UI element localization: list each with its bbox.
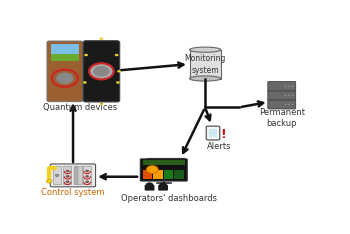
Circle shape (66, 180, 70, 183)
Text: Quantum devices: Quantum devices (43, 103, 118, 112)
Circle shape (116, 81, 120, 84)
Circle shape (285, 95, 286, 96)
FancyBboxPatch shape (268, 99, 296, 109)
Circle shape (146, 166, 158, 173)
Circle shape (85, 170, 89, 172)
FancyBboxPatch shape (268, 90, 296, 100)
FancyBboxPatch shape (145, 185, 154, 191)
Bar (75, 167, 78, 184)
FancyBboxPatch shape (206, 126, 220, 140)
Circle shape (292, 95, 293, 96)
Circle shape (88, 63, 114, 80)
Bar (143, 160, 185, 165)
Circle shape (66, 175, 70, 178)
Circle shape (288, 104, 290, 105)
Bar (143, 170, 153, 179)
Bar (74, 166, 82, 184)
FancyBboxPatch shape (83, 41, 120, 102)
Bar (63, 166, 71, 184)
Bar (51, 54, 79, 61)
Text: Monitoring
system: Monitoring system (184, 54, 226, 74)
Circle shape (99, 37, 103, 40)
Circle shape (292, 86, 293, 87)
Bar (51, 44, 79, 55)
FancyBboxPatch shape (158, 185, 168, 191)
Circle shape (99, 103, 103, 105)
FancyBboxPatch shape (147, 158, 185, 177)
Circle shape (285, 104, 286, 105)
FancyBboxPatch shape (268, 81, 296, 91)
FancyBboxPatch shape (50, 164, 96, 187)
Text: Operators' dashboards: Operators' dashboards (120, 194, 217, 203)
Circle shape (159, 182, 167, 187)
Circle shape (85, 175, 89, 178)
Circle shape (83, 81, 87, 84)
Text: Control system: Control system (41, 188, 105, 197)
Text: Permanent
backup: Permanent backup (259, 108, 304, 128)
Circle shape (56, 73, 74, 84)
Circle shape (146, 182, 153, 187)
FancyBboxPatch shape (47, 41, 83, 102)
Bar (174, 170, 184, 179)
Circle shape (288, 95, 290, 96)
Circle shape (55, 174, 59, 176)
Circle shape (47, 179, 52, 183)
Circle shape (115, 54, 119, 56)
Circle shape (288, 86, 290, 87)
Circle shape (84, 54, 88, 56)
Bar (53, 166, 61, 184)
Bar (209, 129, 217, 137)
Circle shape (285, 86, 286, 87)
Circle shape (292, 104, 293, 105)
Circle shape (85, 180, 89, 183)
Text: !: ! (220, 128, 226, 141)
FancyBboxPatch shape (140, 159, 187, 181)
Circle shape (66, 170, 70, 172)
Text: Alerts: Alerts (207, 142, 232, 151)
Circle shape (93, 66, 110, 77)
Bar (164, 170, 174, 179)
Ellipse shape (190, 47, 221, 52)
Bar (153, 170, 163, 179)
Bar (190, 50, 221, 79)
Circle shape (117, 70, 121, 73)
Ellipse shape (190, 76, 221, 81)
Bar (83, 166, 91, 184)
